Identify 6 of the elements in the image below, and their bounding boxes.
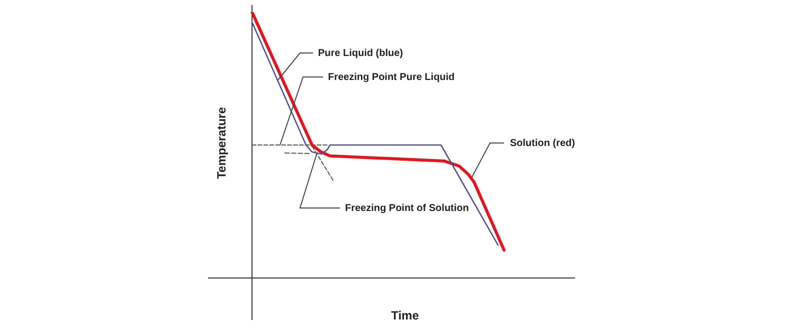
annotation: Freezing Point of Solution (345, 202, 469, 214)
annotation: Freezing Point Pure Liquid (328, 72, 455, 83)
x-axis-title: Time (391, 308, 420, 322)
text: Solution (red) (510, 138, 575, 149)
annotation: Pure Liquid (blue) (318, 48, 403, 59)
y-axis-title: Temperature (214, 106, 228, 179)
